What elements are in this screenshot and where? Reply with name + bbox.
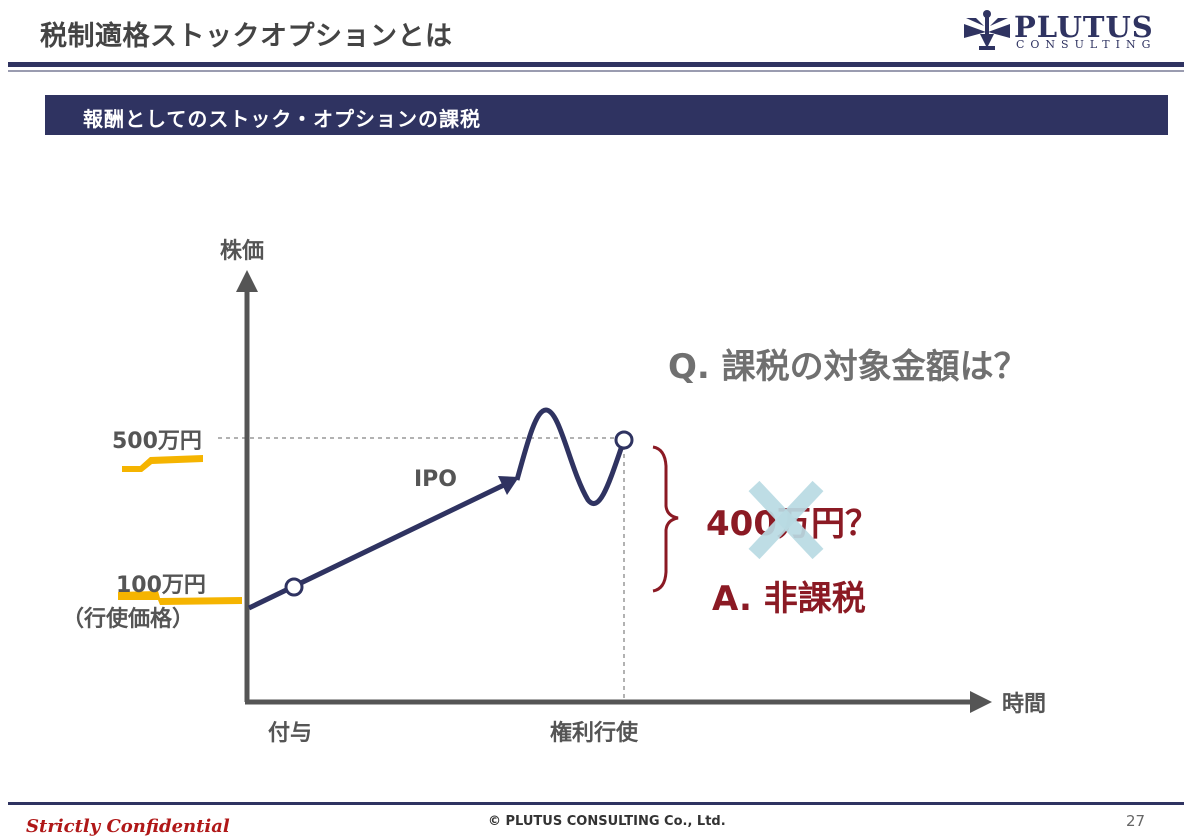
exercise-point	[614, 430, 634, 450]
exercise-label: 権利行使	[550, 720, 639, 746]
y-axis-arrow-icon	[236, 270, 258, 292]
section-title: 報酬としてのストック・オプションの課税	[83, 107, 481, 131]
page-title: 税制適格ストックオプションとは	[40, 21, 453, 52]
x-axis-label: 時間	[1002, 692, 1046, 717]
price-high-label: 500万円	[112, 429, 202, 454]
highlight-mark-100	[118, 591, 242, 605]
highlight-mark-500	[122, 455, 203, 472]
header-rule	[8, 62, 1184, 67]
cross-mark-icon	[748, 480, 824, 560]
y-axis-label: 株価	[220, 239, 264, 264]
section-header: 報酬としてのストック・オプションの課税	[45, 95, 1168, 135]
confidential-label: Strictly Confidential	[26, 816, 230, 837]
logo-text: PLUTUS	[1014, 10, 1154, 44]
ipo-label: IPO	[414, 467, 457, 492]
ipo-arrow-icon	[498, 476, 519, 495]
logo-subtext: CONSULTING	[1016, 38, 1157, 51]
gain-brace	[652, 445, 679, 593]
scales-logo-icon	[964, 10, 1010, 50]
question-text: Q. 課税の対象金額は？	[668, 347, 1028, 387]
page-number: 27	[1126, 812, 1146, 830]
x-axis-arrow-icon	[970, 691, 992, 713]
grant-point	[284, 577, 304, 597]
header-rule-thin	[8, 70, 1184, 72]
price-curve-post-ipo	[514, 407, 627, 506]
answer-text: A. 非課税	[712, 579, 866, 619]
footer-rule	[8, 802, 1184, 805]
logo: PLUTUS CONSULTING	[962, 8, 1172, 54]
grant-label: 付与	[268, 721, 312, 746]
price-low-label: 100万円	[116, 573, 206, 598]
exercise-price-note: （行使価格）	[62, 606, 194, 632]
copyright-label: © PLUTUS CONSULTING Co., Ltd.	[488, 814, 726, 829]
